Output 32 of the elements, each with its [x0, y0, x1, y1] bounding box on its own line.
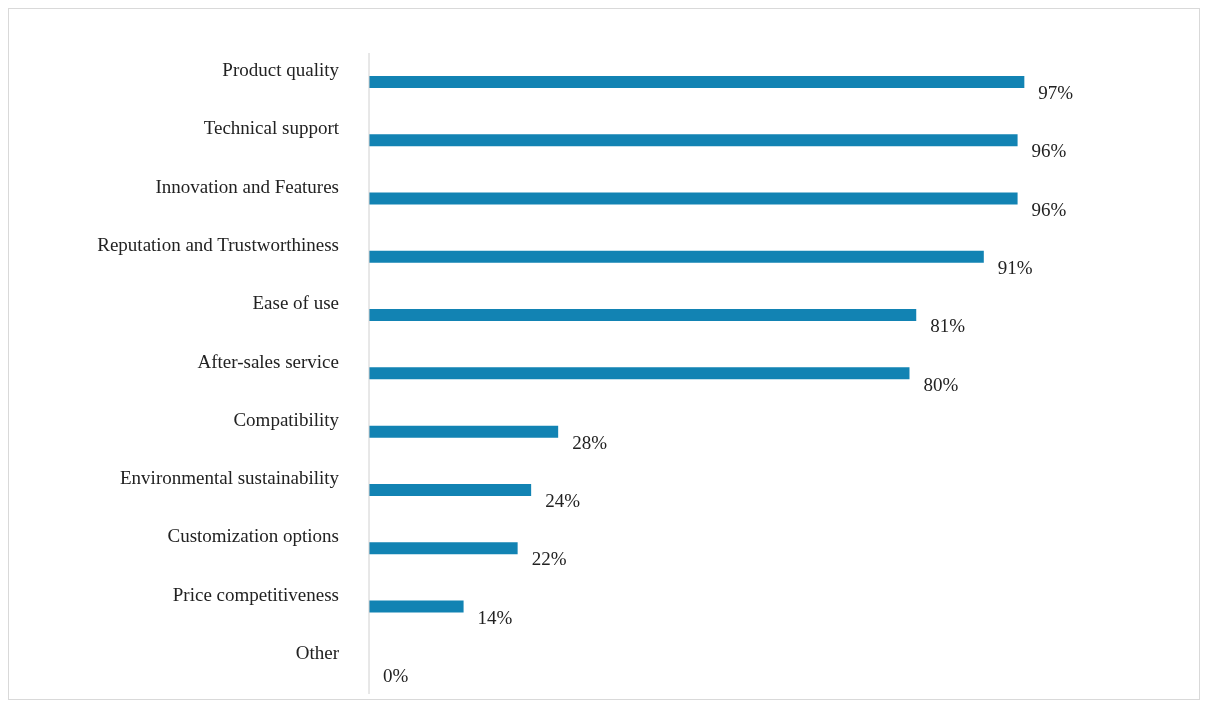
data-label: 96%	[1031, 140, 1067, 162]
data-label: 22%	[531, 548, 567, 570]
y-tick-label: Product quality	[222, 59, 340, 81]
y-tick-label: Compatibility	[233, 408, 340, 430]
y-tick-label: After-sales service	[197, 350, 339, 372]
data-label: 28%	[572, 431, 608, 453]
y-tick-label: Environmental sustainability	[120, 467, 340, 489]
y-tick-label: Ease of use	[252, 292, 339, 314]
bar	[369, 309, 917, 322]
bar	[369, 367, 910, 380]
y-tick-label: Innovation and Features	[155, 175, 339, 197]
data-label: 97%	[1038, 82, 1074, 104]
y-tick-label: Price competitiveness	[172, 583, 339, 605]
bar	[369, 192, 1018, 205]
data-label: 91%	[997, 256, 1033, 278]
bar	[369, 76, 1025, 88]
data-label: 96%	[1031, 198, 1067, 220]
y-tick-label: Technical support	[203, 117, 340, 139]
bar	[369, 250, 984, 263]
bar	[369, 600, 464, 613]
data-label: 0%	[383, 664, 409, 686]
data-label: 80%	[923, 373, 959, 395]
bar	[369, 425, 559, 438]
data-label: 14%	[477, 606, 513, 628]
data-label: 24%	[545, 490, 581, 512]
y-tick-label: Customization options	[167, 525, 339, 547]
bar	[369, 483, 532, 496]
y-tick-label: Other	[295, 641, 340, 663]
bar	[369, 542, 518, 555]
data-label: 81%	[930, 315, 966, 337]
bar	[369, 134, 1018, 147]
y-tick-label: Reputation and Trustworthiness	[97, 233, 339, 255]
